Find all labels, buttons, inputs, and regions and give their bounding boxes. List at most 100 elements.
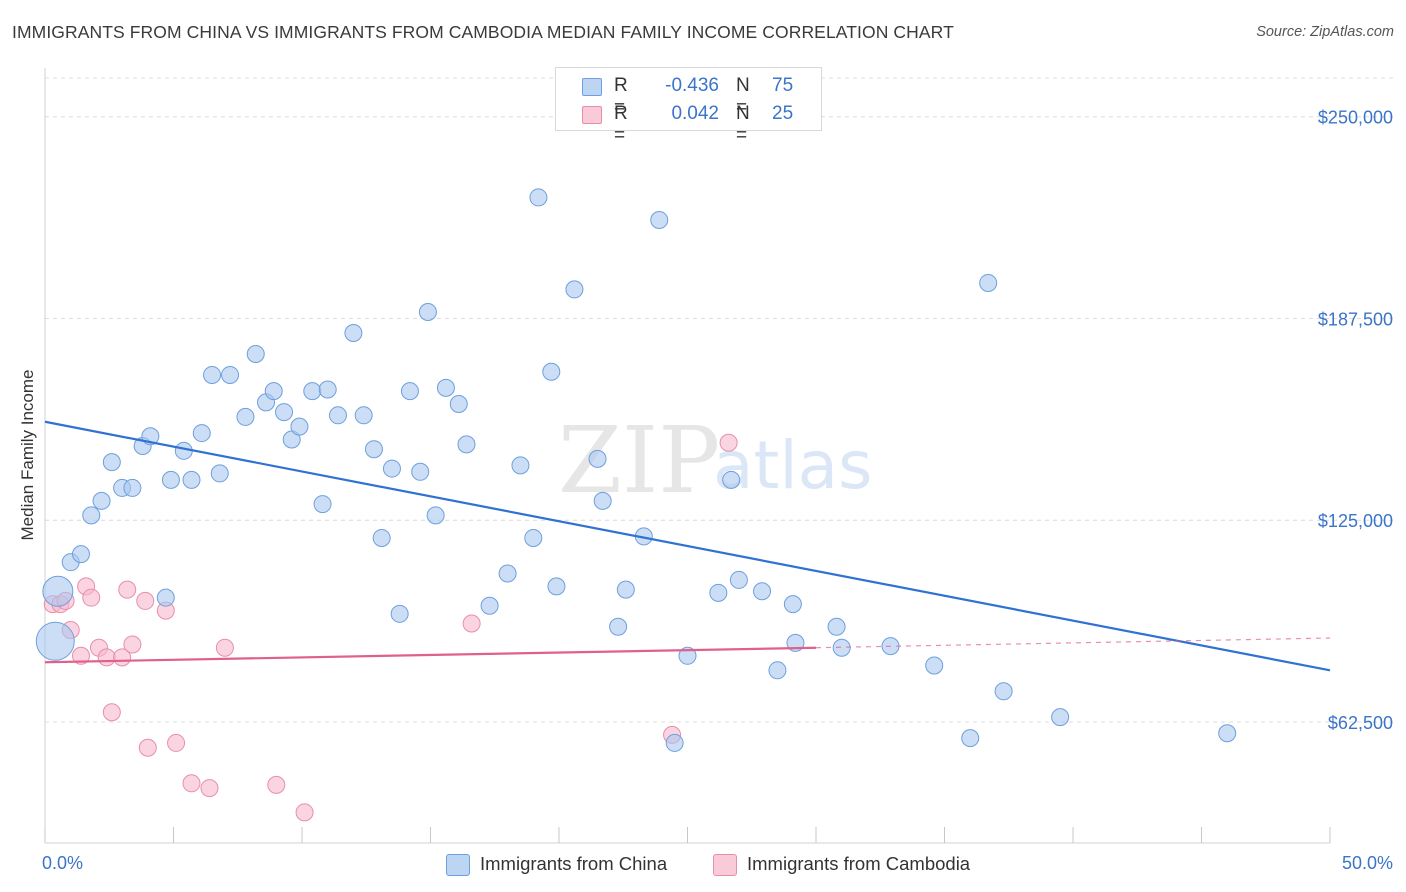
china-point[interactable] xyxy=(82,506,101,525)
china-point[interactable] xyxy=(511,456,530,475)
china-point[interactable] xyxy=(961,729,980,748)
china-point[interactable] xyxy=(925,656,944,675)
y-tick-label: $62,500 xyxy=(1328,713,1393,733)
cambodia-point[interactable] xyxy=(118,580,137,599)
china-point[interactable] xyxy=(35,621,75,661)
china-point[interactable] xyxy=(616,580,635,599)
china-point[interactable] xyxy=(354,406,373,425)
cambodia-swatch xyxy=(582,106,602,124)
china-point[interactable] xyxy=(436,378,455,397)
china-swatch xyxy=(582,78,602,96)
china-point[interactable] xyxy=(411,462,430,481)
cambodia-point[interactable] xyxy=(71,646,90,665)
china-point[interactable] xyxy=(426,506,445,525)
china-point[interactable] xyxy=(994,682,1013,701)
china-point[interactable] xyxy=(161,470,180,489)
china-point[interactable] xyxy=(565,280,584,299)
china-point[interactable] xyxy=(547,577,566,596)
axes xyxy=(44,68,1331,844)
cambodia-point[interactable] xyxy=(295,803,314,822)
china-point[interactable] xyxy=(729,570,748,589)
china-point[interactable] xyxy=(246,344,265,363)
china-point[interactable] xyxy=(827,617,846,636)
china-trend-line xyxy=(44,420,1331,672)
china-point[interactable] xyxy=(722,470,741,489)
china-point[interactable] xyxy=(588,449,607,468)
china-point[interactable] xyxy=(236,407,255,426)
china-point[interactable] xyxy=(768,661,787,680)
china-point[interactable] xyxy=(192,424,211,443)
cambodia-point[interactable] xyxy=(82,588,101,607)
china-point[interactable] xyxy=(529,188,548,207)
x-tick-labels: 0.0% 50.0% xyxy=(42,853,1393,873)
china-point[interactable] xyxy=(123,478,142,497)
china-point[interactable] xyxy=(678,646,697,665)
cambodia-point[interactable] xyxy=(267,775,286,794)
cambodia-point[interactable] xyxy=(719,433,738,452)
china-point[interactable] xyxy=(203,365,222,384)
china-point[interactable] xyxy=(753,582,772,601)
china-point[interactable] xyxy=(182,470,201,489)
china-point[interactable] xyxy=(449,395,468,414)
china-point[interactable] xyxy=(210,464,229,483)
watermark: ZIP atlas xyxy=(558,407,873,514)
r-label: R = xyxy=(614,75,628,118)
source-credit: Source: ZipAtlas.com xyxy=(1256,24,1394,40)
cambodia-point[interactable] xyxy=(182,774,201,793)
cambodia-point[interactable] xyxy=(136,591,155,610)
china-point[interactable] xyxy=(275,403,294,422)
china-point[interactable] xyxy=(313,495,332,514)
china-point[interactable] xyxy=(418,303,437,322)
cambodia-point[interactable] xyxy=(167,733,186,752)
china-point[interactable] xyxy=(328,406,347,425)
china-point[interactable] xyxy=(71,545,90,564)
china-point[interactable] xyxy=(1218,724,1237,743)
cambodia-point[interactable] xyxy=(102,703,121,722)
cambodia-point[interactable] xyxy=(462,614,481,633)
china-point[interactable] xyxy=(264,382,283,401)
china-point[interactable] xyxy=(457,435,476,454)
china-point[interactable] xyxy=(318,380,337,399)
r-value-china: -0.436 xyxy=(665,75,719,96)
china-point[interactable] xyxy=(609,617,628,636)
china-point[interactable] xyxy=(303,382,322,401)
cambodia-trend-line xyxy=(44,646,817,664)
china-point[interactable] xyxy=(665,733,684,752)
n-value-china: 75 xyxy=(772,75,794,96)
y-tick-labels: $62,500 $125,000 $187,500 $250,000 xyxy=(1318,108,1393,733)
china-point[interactable] xyxy=(400,382,419,401)
cambodia-point[interactable] xyxy=(123,635,142,654)
cambodia-point[interactable] xyxy=(97,648,116,667)
china-point[interactable] xyxy=(382,459,401,478)
china-point[interactable] xyxy=(390,604,409,623)
china-point[interactable] xyxy=(92,491,111,510)
china-point[interactable] xyxy=(979,273,998,292)
china-point[interactable] xyxy=(480,596,499,615)
china-point[interactable] xyxy=(102,453,121,472)
china-point[interactable] xyxy=(832,638,851,657)
china-point[interactable] xyxy=(42,575,74,607)
china-point[interactable] xyxy=(221,365,240,384)
cambodia-point[interactable] xyxy=(215,638,234,657)
n-label: N = xyxy=(736,75,750,118)
china-point[interactable] xyxy=(542,362,561,381)
china-point[interactable] xyxy=(709,583,728,602)
china-point[interactable] xyxy=(524,528,543,547)
china-point[interactable] xyxy=(290,417,309,436)
china-point[interactable] xyxy=(650,211,669,230)
china-point[interactable] xyxy=(372,528,391,547)
cambodia-point[interactable] xyxy=(200,779,219,798)
china-point[interactable] xyxy=(364,440,383,459)
cambodia-point[interactable] xyxy=(138,738,157,757)
china-point[interactable] xyxy=(593,491,612,510)
china-point[interactable] xyxy=(156,588,175,607)
china-point[interactable] xyxy=(783,595,802,614)
china-legend-swatch xyxy=(446,854,470,876)
china-point[interactable] xyxy=(498,564,517,583)
china-point[interactable] xyxy=(1051,708,1070,727)
r-label: R = xyxy=(614,103,628,146)
china-point[interactable] xyxy=(344,324,363,342)
n-value-cambodia: 25 xyxy=(772,103,794,124)
y-tick-label: $250,000 xyxy=(1318,108,1393,128)
